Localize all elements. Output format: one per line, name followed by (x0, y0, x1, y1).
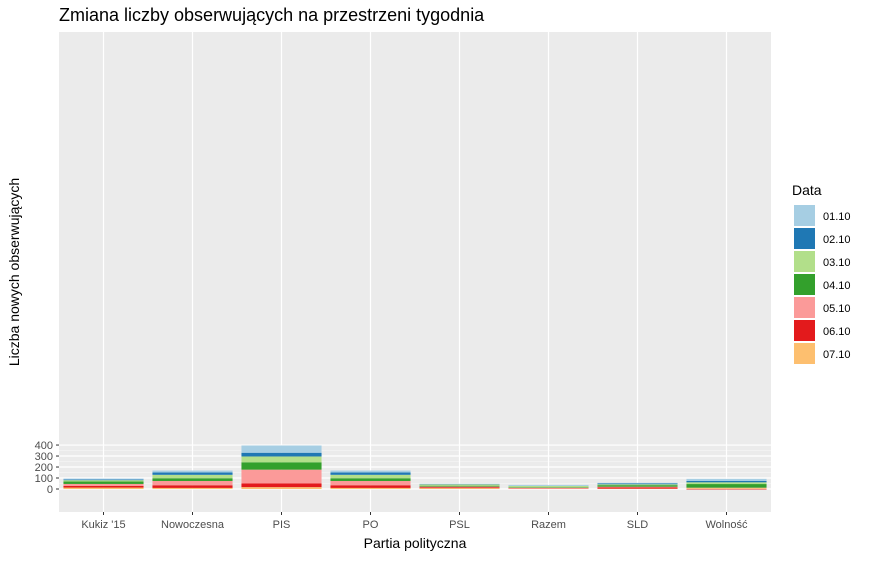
legend-key (794, 205, 815, 226)
x-axis: Kukiz '15 Nowoczesna PIS PO PSL Razem SLD Wolno… (81, 512, 748, 531)
bar-segment (508, 487, 588, 488)
legend-label: 02.10 (823, 234, 851, 246)
bar-segment (686, 479, 766, 481)
bar-segment (152, 485, 232, 488)
bar-segment (686, 482, 766, 484)
bar-segment (330, 481, 410, 485)
bar-segment (508, 488, 588, 489)
chart-title: Zmiana liczby obserwujących na przestrze… (59, 5, 485, 25)
legend-key (794, 343, 815, 364)
bar-segment (419, 487, 499, 488)
bar-segment (241, 470, 321, 484)
bar-segment (241, 484, 321, 488)
bar-segment (686, 488, 766, 489)
bar-segment (152, 473, 232, 475)
bar-segment (330, 471, 410, 473)
y-axis-title: Liczba nowych obserwujących (6, 178, 22, 366)
bar-segment (419, 487, 499, 488)
bar-segment (330, 478, 410, 481)
bar-segment (152, 475, 232, 478)
bar-segment (63, 480, 143, 481)
bar-segment (63, 482, 143, 484)
legend-title: Data (792, 182, 822, 198)
bar-segment (152, 478, 232, 481)
plot-background (59, 32, 771, 512)
bar-segment (241, 445, 321, 452)
bar-segment (686, 484, 766, 488)
bar-segment (330, 475, 410, 478)
y-tick-label: 300 (35, 451, 53, 463)
bar-segment (508, 485, 588, 486)
bar-segment (63, 480, 143, 481)
bar-segment (597, 487, 677, 488)
bar-segment (597, 484, 677, 485)
x-tick-label: SLD (627, 519, 648, 531)
x-tick-label: PSL (449, 519, 470, 531)
bar-segment (597, 483, 677, 484)
legend: Data 01.10 02.10 03.10 04.10 05.10 06.10 07.10 (792, 182, 851, 364)
y-tick-label: 0 (47, 484, 53, 496)
bar-segment (597, 483, 677, 484)
x-tick-label: Wolność (706, 519, 748, 531)
legend-label: 03.10 (823, 257, 851, 269)
x-axis-title: Partia polityczna (364, 535, 467, 551)
bar-segment (597, 487, 677, 488)
legend-label: 06.10 (823, 326, 851, 338)
bar-segment (419, 488, 499, 489)
y-tick-label: 100 (35, 473, 53, 485)
x-tick-label: Kukiz '15 (81, 519, 125, 531)
bar-segment (419, 486, 499, 487)
bar-segment (419, 484, 499, 485)
y-tick-label: 400 (35, 440, 53, 452)
x-tick-label: Razem (531, 519, 566, 531)
x-tick-label: Nowoczesna (161, 519, 225, 531)
bar-segment (241, 456, 321, 462)
legend-label: 05.10 (823, 303, 851, 315)
y-tick-label: 200 (35, 462, 53, 474)
bar-segment (152, 471, 232, 473)
bar-segment (241, 462, 321, 469)
legend-key (794, 228, 815, 249)
bar-segment (686, 481, 766, 482)
bar-segment (63, 479, 143, 480)
bar-segment (152, 481, 232, 485)
legend-label: 07.10 (823, 349, 851, 361)
bar-segment (330, 473, 410, 475)
bar-segment (63, 488, 143, 489)
bar-segment (597, 485, 677, 487)
bar-segment (241, 487, 321, 489)
bar-segment (508, 486, 588, 487)
legend-label: 04.10 (823, 280, 851, 292)
bar-segment (330, 485, 410, 488)
legend-key (794, 274, 815, 295)
legend-key (794, 251, 815, 272)
bar-segment (63, 484, 143, 486)
legend-label: 01.10 (823, 211, 851, 223)
legend-key (794, 320, 815, 341)
x-tick-label: PO (363, 519, 379, 531)
legend-key (794, 297, 815, 318)
bar-segment (152, 488, 232, 489)
bar-segment (330, 488, 410, 489)
bar-segment (63, 486, 143, 488)
bar-segment (241, 453, 321, 457)
x-tick-label: PIS (273, 519, 291, 531)
